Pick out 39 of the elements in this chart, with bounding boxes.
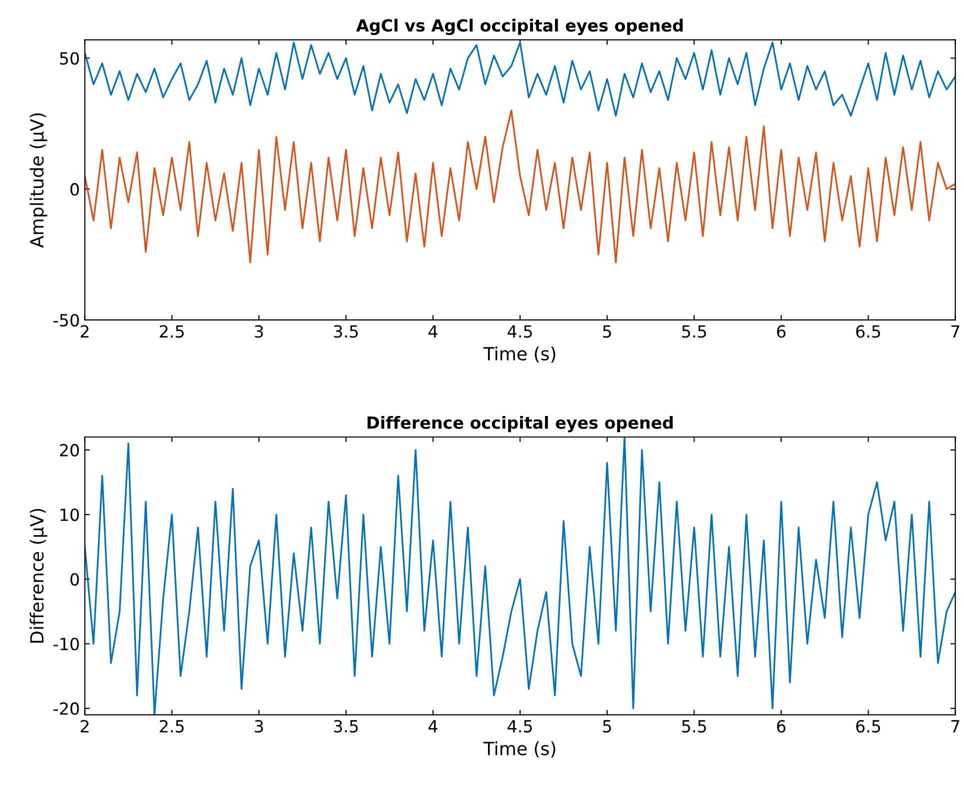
x-tick-label: 6.5 <box>856 720 880 733</box>
y-tick-label: -10 <box>54 638 79 650</box>
x-tick-label: 2 <box>80 325 88 338</box>
x-tick-label: 5 <box>603 720 611 733</box>
y-tick-label: 50 <box>60 52 79 65</box>
x-tick-label: 3 <box>254 720 263 733</box>
x-tick-label: 4.5 <box>508 720 532 733</box>
x-tick-label: 5 <box>603 325 611 338</box>
line-series <box>84 437 956 715</box>
y-tick-label: -50 <box>54 314 79 327</box>
x-tick-label: 7 <box>951 325 960 338</box>
x-axis-title: Time (s) <box>483 741 556 758</box>
x-tick-label: 4 <box>428 325 438 338</box>
y-axis-title: Amplitude (μV) <box>30 113 48 248</box>
x-tick-label: 2.5 <box>160 325 184 338</box>
x-tick-label: 3 <box>254 325 263 338</box>
x-tick-label: 4 <box>428 720 438 732</box>
y-tick-label: 20 <box>60 444 79 456</box>
x-tick-label: 6 <box>777 325 786 338</box>
x-tick-label: 4.5 <box>508 325 532 338</box>
x-tick-label: 2.5 <box>160 720 184 733</box>
line-series <box>84 42 956 117</box>
y-tick-label: 10 <box>60 508 79 522</box>
y-tick-label: 0 <box>70 183 79 196</box>
x-tick-label: 3.5 <box>334 720 358 733</box>
chart-title: Difference occipital eyes opened <box>368 416 673 432</box>
x-tick-label: 6 <box>777 720 786 733</box>
y-tick-label: 0 <box>70 573 79 586</box>
x-tick-label: 7 <box>951 720 960 732</box>
x-tick-label: 5.5 <box>682 325 706 338</box>
y-tick-label: -20 <box>54 702 79 715</box>
y-axis-title: Difference (μV) <box>30 508 48 643</box>
x-tick-label: 6.5 <box>856 325 880 338</box>
x-tick-label: 2 <box>80 720 88 732</box>
x-axis-title: Time (s) <box>483 346 556 363</box>
x-tick-label: 3.5 <box>334 325 358 338</box>
line-series <box>84 110 956 264</box>
chart-title: AgCl vs AgCl occipital eyes opened <box>356 18 683 36</box>
x-tick-label: 5.5 <box>682 720 706 733</box>
